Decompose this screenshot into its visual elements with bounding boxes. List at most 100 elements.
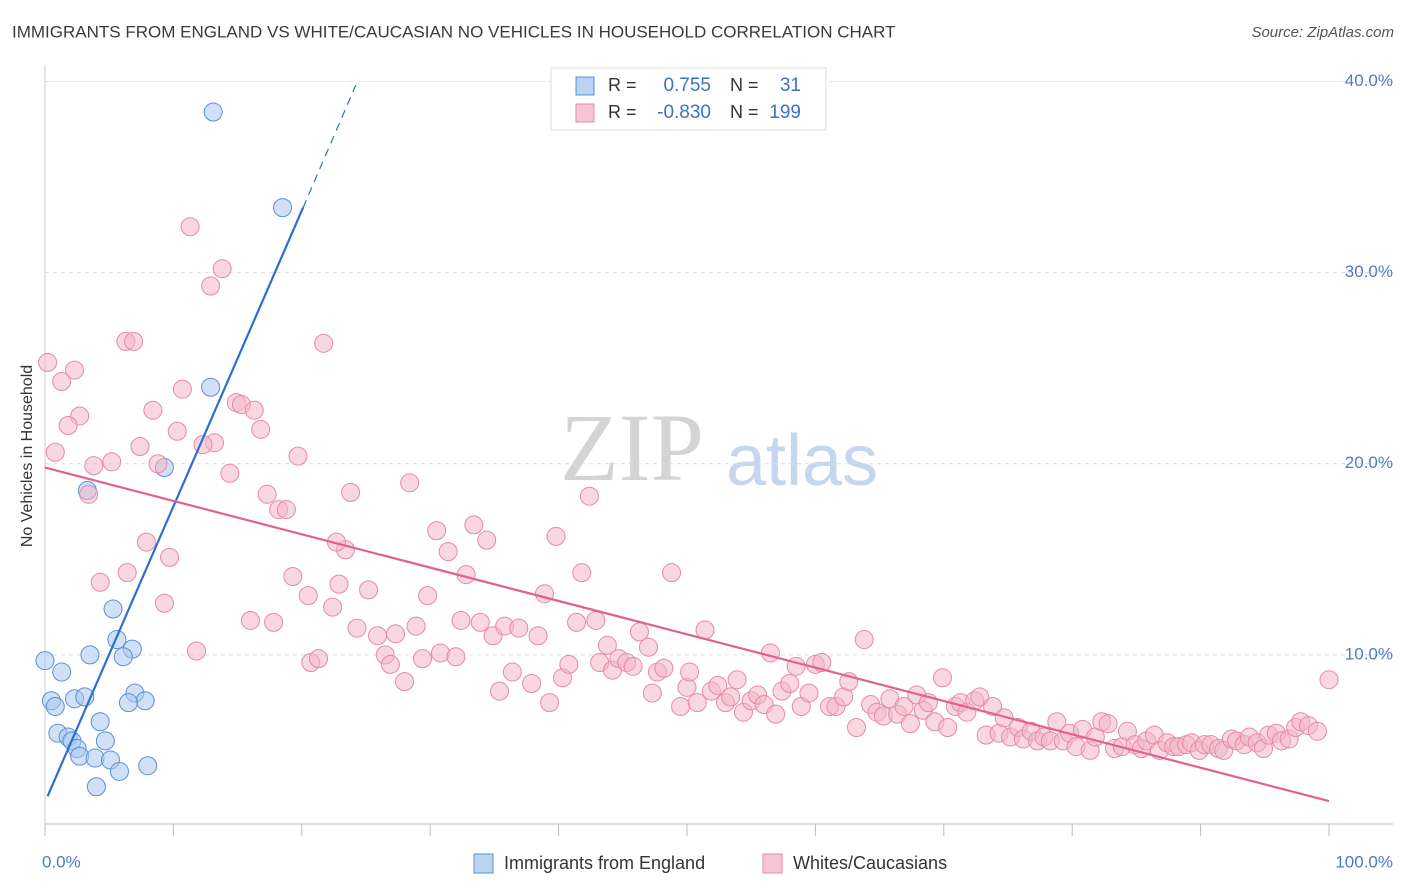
point [187, 641, 207, 661]
legend-entry: Whites/Caucasians [793, 853, 947, 873]
point [109, 761, 129, 781]
point [671, 696, 691, 716]
legend-swatch [473, 853, 494, 874]
y-tick-label: 10.0% [1345, 644, 1393, 663]
legend-entry: Immigrants from England [504, 853, 705, 873]
legend-swatch [762, 853, 783, 874]
point [546, 526, 566, 546]
point [203, 102, 223, 122]
point [406, 616, 426, 636]
y-axis-label: No Vehicles in Household [19, 365, 36, 547]
point [1319, 670, 1339, 690]
point [240, 610, 260, 630]
chart-title: IMMIGRANTS FROM ENGLAND VS WHITE/CAUCASI… [12, 22, 895, 41]
point [257, 484, 277, 504]
point [427, 521, 447, 541]
point [283, 566, 303, 586]
point [314, 333, 334, 353]
point [970, 687, 990, 707]
source: Source: ZipAtlas.com [1251, 24, 1394, 41]
point [687, 693, 707, 713]
point [470, 612, 490, 632]
legend-box [550, 67, 827, 131]
point [84, 456, 104, 476]
point [308, 649, 328, 669]
y-tick-label: 30.0% [1345, 262, 1393, 281]
point [579, 486, 599, 506]
point [124, 331, 144, 351]
point [264, 612, 284, 632]
point [341, 482, 361, 502]
point [52, 372, 72, 392]
point [201, 377, 221, 397]
point [288, 446, 308, 466]
point [273, 198, 293, 218]
point [400, 473, 420, 493]
point [347, 618, 367, 638]
point [559, 654, 579, 674]
y-tick-label: 40.0% [1345, 71, 1393, 90]
point [167, 421, 187, 441]
point [854, 630, 874, 650]
point [727, 670, 747, 690]
point [65, 360, 85, 380]
point [680, 662, 700, 682]
point [1307, 721, 1327, 741]
point [477, 530, 497, 550]
legend-n: 31 [780, 75, 801, 96]
legend-label: R = [608, 75, 637, 95]
legend-r: -0.830 [657, 102, 711, 123]
point [386, 624, 406, 644]
point [90, 712, 110, 732]
point [118, 693, 138, 713]
point [323, 597, 343, 617]
point [464, 515, 484, 535]
point [58, 415, 78, 435]
point [79, 484, 99, 504]
point [113, 647, 133, 667]
point [359, 580, 379, 600]
legend-n: 199 [769, 102, 801, 123]
watermark: atlas [726, 421, 878, 501]
point [623, 656, 643, 676]
point [766, 704, 786, 724]
point [102, 452, 122, 472]
point [35, 651, 55, 671]
point [117, 563, 137, 583]
point [760, 643, 780, 663]
point [138, 756, 158, 776]
point [846, 717, 866, 737]
point [143, 400, 163, 420]
point [45, 442, 65, 462]
point [894, 696, 914, 716]
point [540, 693, 560, 713]
point [780, 674, 800, 694]
point [244, 400, 264, 420]
point [642, 683, 662, 703]
point [708, 675, 728, 695]
legend-label: N = [730, 102, 759, 122]
point [446, 647, 466, 667]
point [135, 691, 155, 711]
point [586, 610, 606, 630]
point [451, 610, 471, 630]
x-tick-label: 0.0% [42, 852, 81, 871]
legend-swatch [575, 103, 595, 123]
legend-r: 0.755 [663, 75, 711, 96]
point [212, 259, 232, 279]
point [938, 717, 958, 737]
point [490, 681, 510, 701]
point [395, 672, 415, 692]
trend-line [44, 466, 1330, 803]
point [418, 586, 438, 606]
point [107, 630, 127, 650]
point [148, 454, 168, 474]
point [52, 662, 72, 682]
point [298, 586, 318, 606]
point [438, 542, 458, 562]
point [597, 635, 617, 655]
point [136, 532, 156, 552]
x-tick-label: 100.0% [1335, 852, 1393, 871]
point [220, 463, 240, 483]
